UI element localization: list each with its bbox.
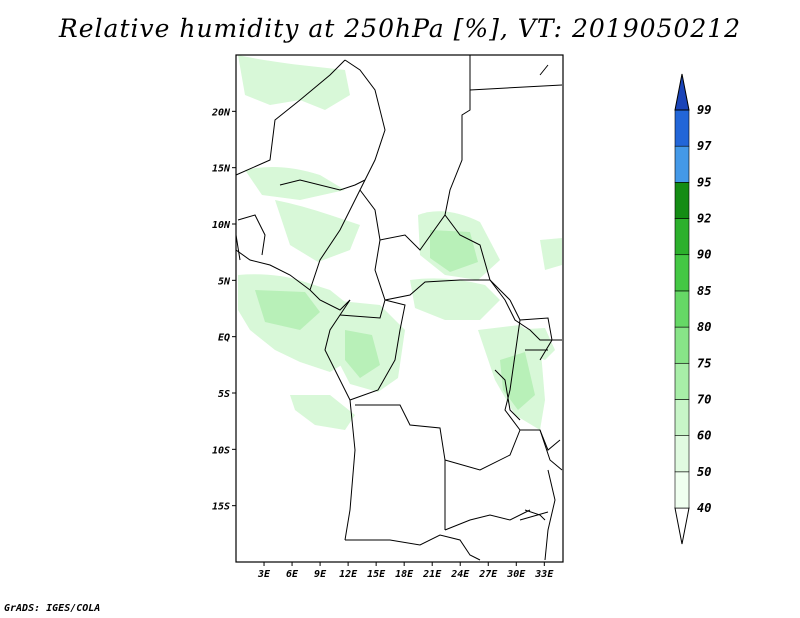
lon-tick-label: 15E	[367, 569, 386, 580]
legend-top-triangle	[674, 73, 690, 111]
lat-tick-label: 5S	[218, 389, 230, 400]
legend-label: 92	[697, 212, 711, 226]
legend-label: 40	[697, 501, 711, 515]
lat-tick-label: 20N	[211, 107, 231, 118]
lon-tick-label: 3E	[257, 569, 271, 580]
legend-label: 70	[697, 392, 711, 406]
map-title: Relative humidity at 250hPa [%], VT: 201…	[58, 14, 742, 43]
lat-tick-label: 15S	[212, 502, 230, 513]
legend-bottom-triangle	[674, 507, 690, 545]
legend-swatch	[674, 218, 690, 256]
legend-swatch	[674, 254, 690, 292]
legend-swatch	[674, 435, 690, 473]
longitude-axis: 3E 6E 9E 12E 15E 18E 21E 24E 27E 30E 33E	[257, 562, 554, 580]
lat-tick-label: 5N	[218, 276, 231, 287]
legend-label: 50	[697, 465, 711, 479]
legend-label: 85	[697, 284, 711, 298]
legend-label: 95	[697, 175, 711, 189]
legend-label: 80	[697, 320, 711, 334]
lat-tick-label: EQ	[218, 333, 230, 344]
map-frame	[235, 54, 564, 563]
legend-swatch	[674, 399, 690, 436]
legend-label: 97	[697, 139, 712, 153]
legend-swatch	[674, 182, 690, 219]
legend-swatch	[674, 145, 690, 183]
lat-tick-label: 15N	[212, 164, 231, 175]
legend-label: 75	[697, 356, 711, 370]
legend-label: 90	[697, 248, 711, 262]
lon-tick-label: 33E	[534, 569, 554, 580]
lon-tick-label: 21E	[422, 569, 442, 580]
humidity-shading-darker	[255, 230, 535, 410]
lon-tick-label: 24E	[450, 569, 470, 580]
color-legend: 40 50 60 70 75 80 85 90 92 95 97 99	[674, 73, 712, 545]
legend-label: 99	[697, 103, 711, 117]
lon-tick-label: 6E	[286, 569, 299, 580]
lon-tick-label: 27E	[478, 569, 498, 580]
country-borders	[235, 55, 563, 561]
legend-swatch	[674, 326, 690, 364]
legend-swatch	[674, 362, 690, 400]
grads-credit: GrADS: IGES/COLA	[4, 603, 101, 614]
lon-tick-label: 18E	[395, 569, 414, 580]
lon-tick-label: 12E	[339, 569, 358, 580]
legend-swatch	[674, 109, 690, 147]
latitude-axis: 20N 15N 10N 5N EQ 5S 10S 15S	[211, 107, 236, 513]
lon-tick-label: 9E	[314, 569, 327, 580]
legend-label: 60	[697, 429, 711, 443]
legend-swatch	[674, 471, 690, 509]
lat-tick-label: 10N	[212, 220, 231, 231]
legend-swatch	[674, 290, 690, 328]
lon-tick-label: 30E	[506, 569, 526, 580]
lat-tick-label: 10S	[212, 445, 230, 456]
